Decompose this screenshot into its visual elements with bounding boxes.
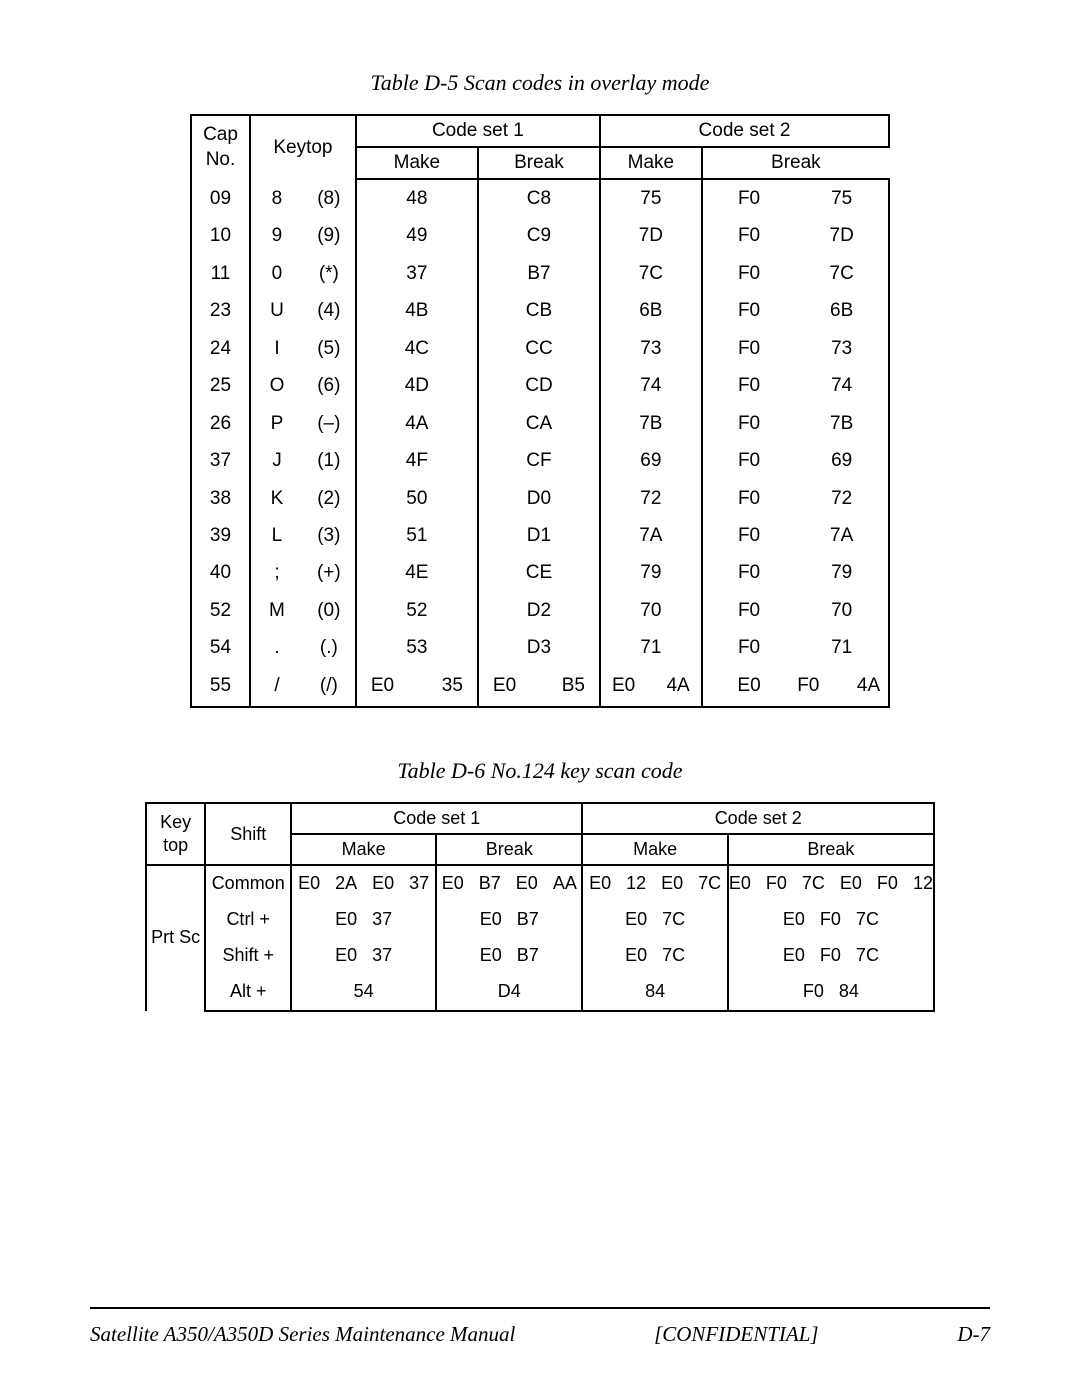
- table-row: 38K(2)50D072F072: [191, 480, 889, 517]
- footer-center: [CONFIDENTIAL]: [654, 1322, 819, 1347]
- table-row: Shift +E0 37E0 B7E0 7CE0 F0 7C: [146, 938, 934, 974]
- table-row: 23U(4)4BCB6BF06B: [191, 292, 889, 329]
- table-row: 24I(5)4CCC73F073: [191, 330, 889, 367]
- table-row: 55/(/)E035E0B5E04AE0F04A: [191, 667, 889, 707]
- table-row: Alt +54D484F0 84: [146, 974, 934, 1011]
- table-row: 39L(3)51D17AF07A: [191, 517, 889, 554]
- table-row: Prt ScCommonE0 2A E0 37E0 B7 E0 AAE0 12 …: [146, 865, 934, 902]
- table-row: 25O(6)4DCD74F074: [191, 367, 889, 404]
- table-row: 110(*)37B77CF07C: [191, 255, 889, 292]
- table-d5: CapNo. Keytop Code set 1 Code set 2 Make…: [190, 114, 890, 708]
- table-row: Ctrl +E0 37E0 B7E0 7CE0 F0 7C: [146, 902, 934, 938]
- table-row: 40;(+)4ECE79F079: [191, 554, 889, 591]
- table-row: 098(8)48C875F075: [191, 179, 889, 217]
- footer-right: D-7: [957, 1322, 990, 1347]
- table-row: 52M(0)52D270F070: [191, 592, 889, 629]
- table-d6: Keytop Shift Code set 1 Code set 2 Make …: [145, 802, 935, 1012]
- footer-left: Satellite A350/A350D Series Maintenance …: [90, 1322, 515, 1347]
- table-row: 109(9)49C97DF07D: [191, 217, 889, 254]
- page-footer: Satellite A350/A350D Series Maintenance …: [90, 1322, 990, 1347]
- footer-rule: [90, 1307, 990, 1309]
- table-6-caption: Table D-6 No.124 key scan code: [90, 758, 990, 784]
- table-row: 54.(.)53D371F071: [191, 629, 889, 666]
- table-row: 26P(–)4ACA7BF07B: [191, 405, 889, 442]
- table-5-caption: Table D-5 Scan codes in overlay mode: [90, 70, 990, 96]
- table-row: 37J(1)4FCF69F069: [191, 442, 889, 479]
